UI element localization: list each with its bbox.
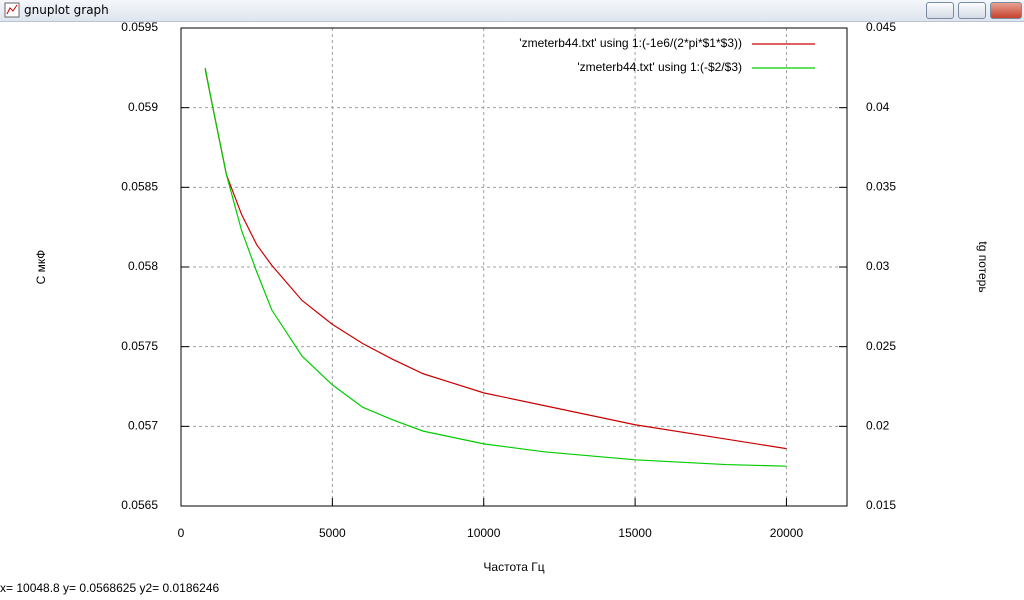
y2-tick-label: 0.035 xyxy=(866,180,896,194)
x-tick-label: 20000 xyxy=(770,526,804,540)
x-axis-label: Частота Гц xyxy=(483,560,544,574)
x-tick-label: 15000 xyxy=(618,526,652,540)
data-line xyxy=(204,69,787,450)
y2-axis-label: tg потерь xyxy=(976,241,990,292)
data-line xyxy=(204,67,787,467)
y-axis-label: С мкФ xyxy=(34,250,48,285)
y2-tick-label: 0.015 xyxy=(866,498,896,512)
minimize-button[interactable] xyxy=(926,2,954,19)
y2-tick-label: 0.03 xyxy=(866,259,890,273)
y-tick-label: 0.058 xyxy=(128,259,158,273)
plot-border xyxy=(180,27,848,507)
maximize-button[interactable] xyxy=(958,2,986,19)
x-tick-label: 10000 xyxy=(467,526,501,540)
legend-label: 'zmeterb44.txt' using 1:(-1e6/(2*pi*$1*$… xyxy=(519,36,742,50)
y2-tick-label: 0.045 xyxy=(866,20,896,34)
y-tick-label: 0.0565 xyxy=(121,498,158,512)
app-icon xyxy=(4,2,20,18)
y-tick-label: 0.059 xyxy=(128,100,158,114)
y-tick-label: 0.057 xyxy=(128,419,158,433)
x-tick-label: 5000 xyxy=(319,526,346,540)
y2-tick-label: 0.025 xyxy=(866,339,896,353)
title-bar: gnuplot graph xyxy=(0,0,1024,22)
chart: 0.0565 0.057 0.0575 0.058 0.0585 0.059 0.0595 0… xyxy=(34,20,990,574)
window-title: gnuplot graph xyxy=(24,3,109,17)
status-bar: x= 10048.8 y= 0.0568625 y2= 0.0186246 xyxy=(0,581,220,595)
y2-tick-label: 0.02 xyxy=(866,419,890,433)
y2-tick-label: 0.04 xyxy=(866,100,890,114)
y-tick-label: 0.0585 xyxy=(121,180,158,194)
x-tick-label: 0 xyxy=(178,526,185,540)
y-tick-label: 0.0575 xyxy=(121,339,158,353)
y-tick-label: 0.0595 xyxy=(121,20,158,34)
close-button[interactable] xyxy=(990,2,1022,19)
legend-label: 'zmeterb44.txt' using 1:(-$2/$3) xyxy=(577,60,742,74)
